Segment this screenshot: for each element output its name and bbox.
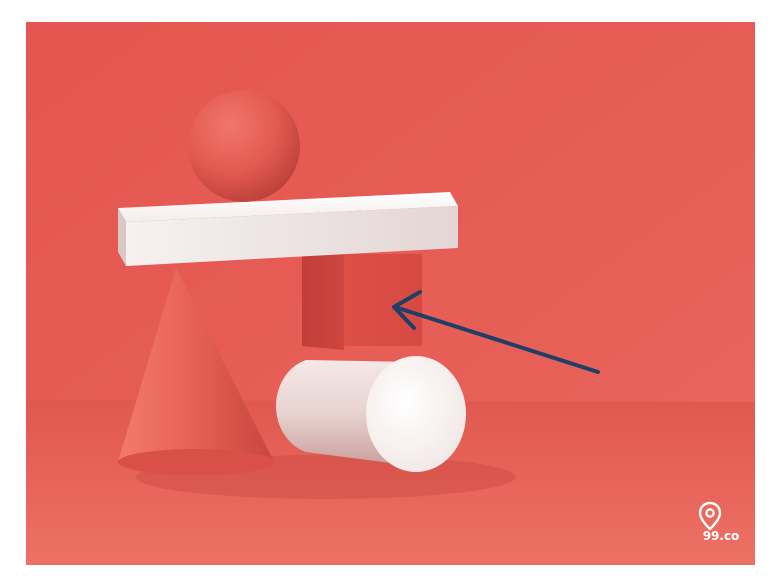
cube-side (302, 254, 344, 350)
location-pin-icon (698, 501, 722, 531)
beam-top (118, 192, 458, 222)
watermark-text: 99.co (702, 529, 740, 543)
cone (118, 268, 274, 462)
beam-front (126, 206, 458, 266)
beam-end (118, 208, 126, 266)
sphere (188, 90, 300, 202)
cone-base (118, 449, 274, 475)
photo: 99.co (26, 22, 755, 565)
balanced-shapes-scene (26, 22, 755, 565)
watermark: 99.co (697, 501, 745, 557)
arrow (392, 290, 600, 374)
cylinder-cap (366, 356, 466, 472)
